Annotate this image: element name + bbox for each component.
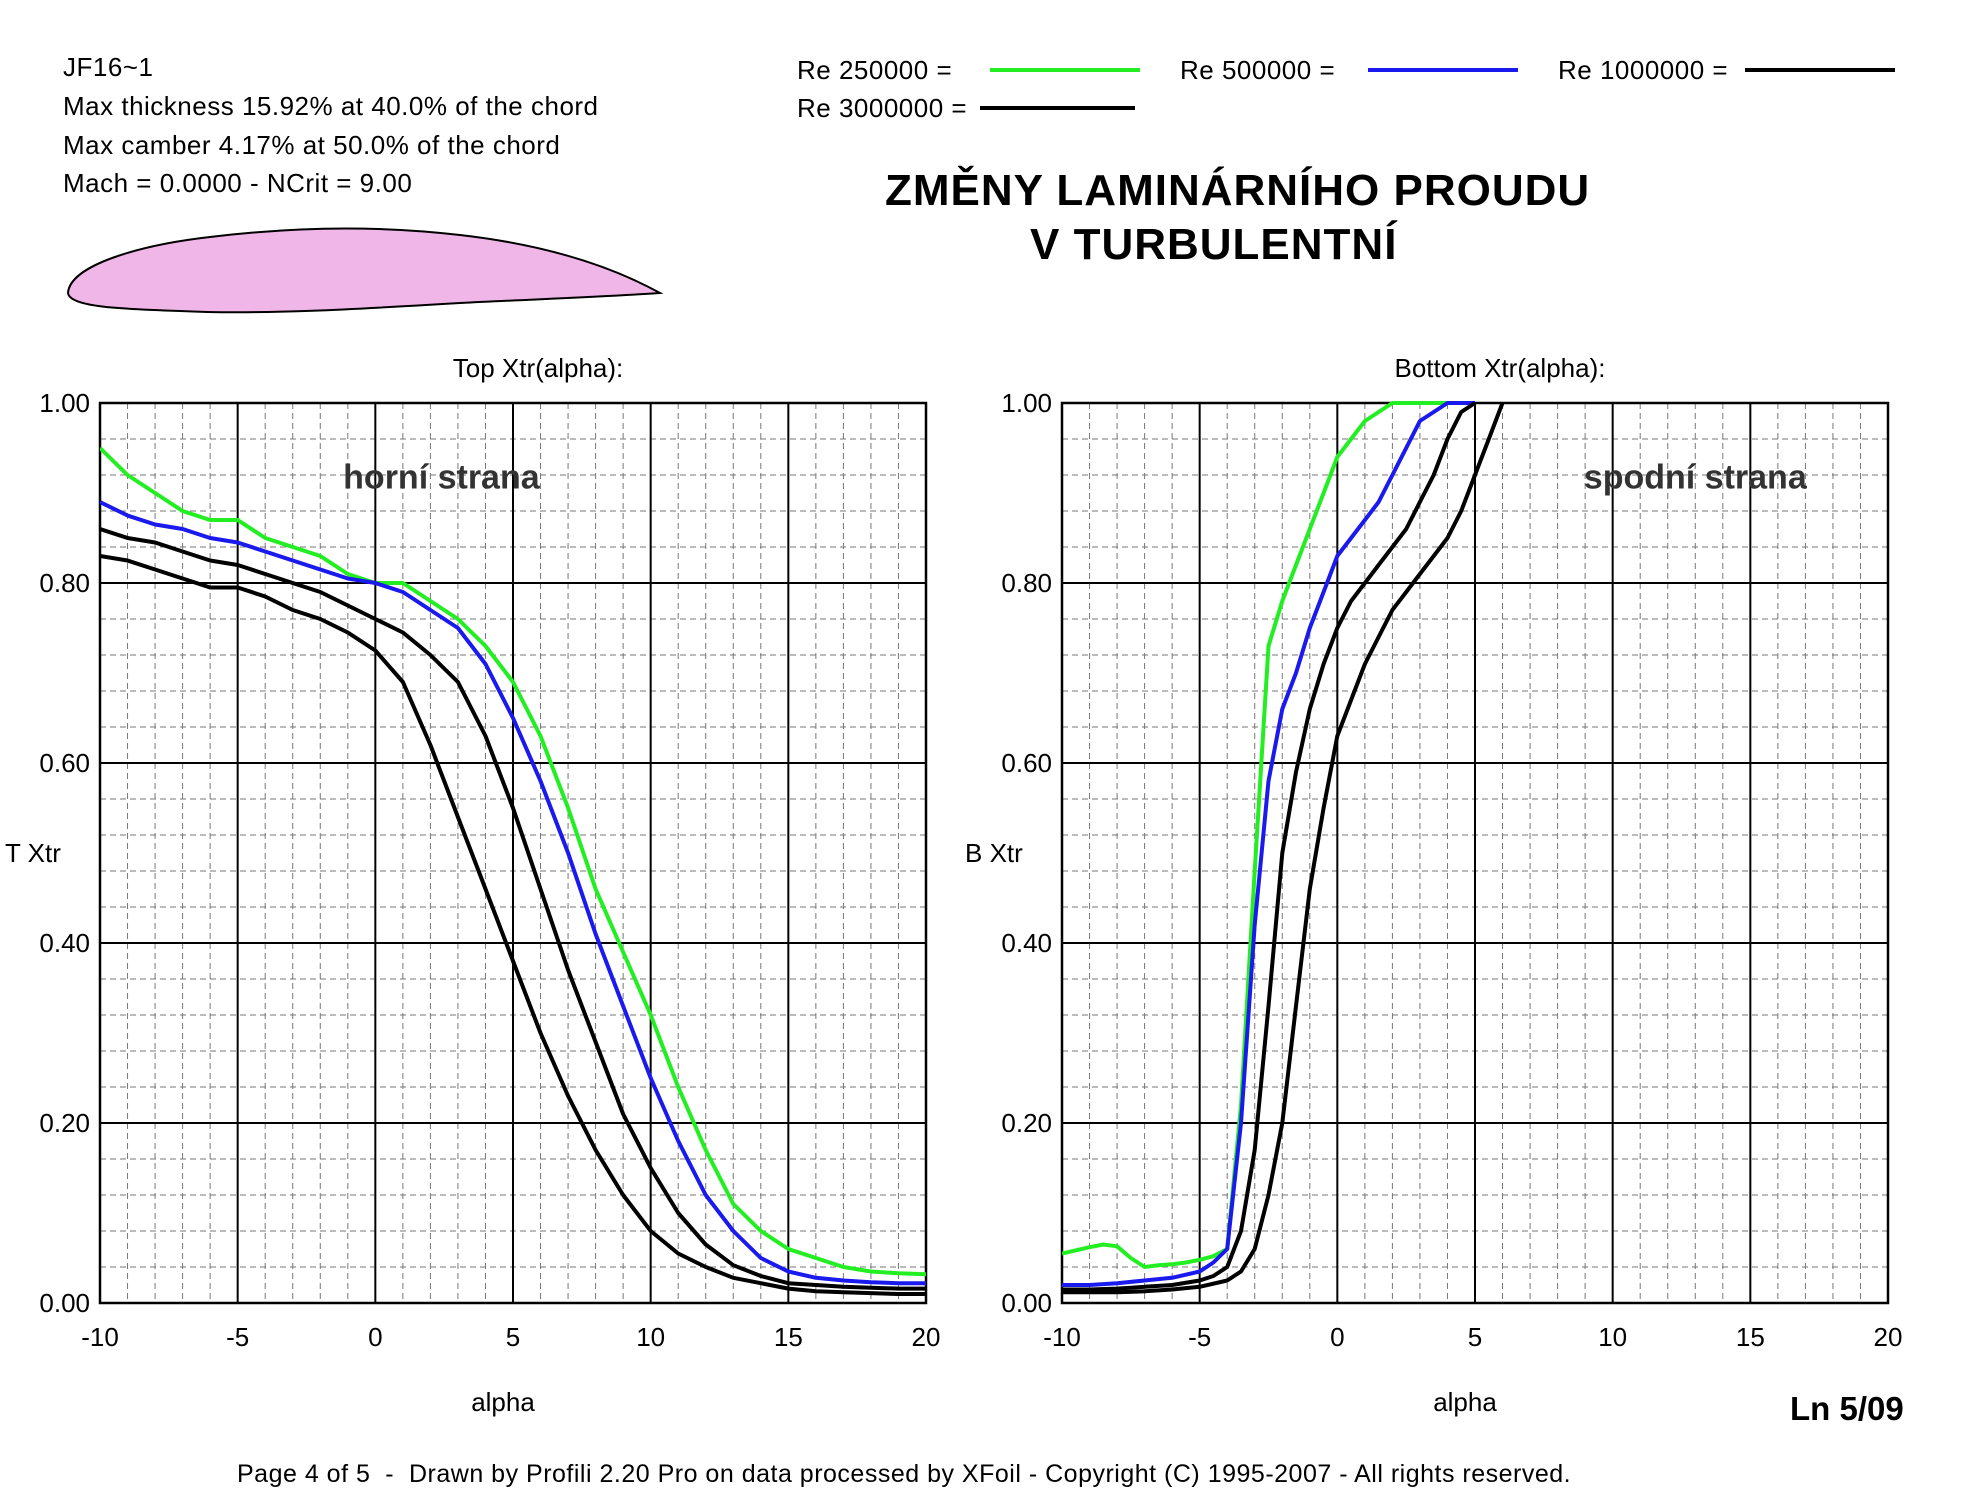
bottom-series-line-re1000000 bbox=[1062, 401, 1477, 1292]
top-y-tick-label: 0.60 bbox=[39, 748, 90, 778]
bottom-x-tick-label: -5 bbox=[1188, 1322, 1211, 1352]
bottom-x-tick-label: 15 bbox=[1736, 1322, 1765, 1352]
top-annotation: horní strana bbox=[343, 459, 541, 497]
bottom-chart-title: Bottom Xtr(alpha): bbox=[1395, 353, 1606, 383]
top-chart-title: Top Xtr(alpha): bbox=[453, 353, 624, 383]
legend-label-re1000000: Re 1000000 = bbox=[1558, 55, 1729, 85]
bottom-x-tick-label: 10 bbox=[1598, 1322, 1627, 1352]
bottom-series-line-re500000 bbox=[1062, 401, 1475, 1287]
top-y-tick-label: 0.80 bbox=[39, 568, 90, 598]
legend-label-re500000: Re 500000 = bbox=[1180, 55, 1336, 85]
top-y-axis-label: T Xtr bbox=[5, 838, 61, 868]
bottom-y-axis-label: B Xtr bbox=[965, 838, 1023, 868]
top-x-tick-label: 0 bbox=[368, 1322, 382, 1352]
top-series-line-re3000000 bbox=[100, 554, 926, 1296]
airfoil-thickness: Max thickness 15.92% at 40.0% of the cho… bbox=[63, 91, 599, 121]
bottom-y-tick-label: 0.60 bbox=[1001, 748, 1052, 778]
airfoil-profile-path bbox=[66, 227, 664, 314]
top-major-grid bbox=[99, 402, 927, 1304]
top-x-tick-label: -10 bbox=[81, 1322, 119, 1352]
top-x-tick-label: 15 bbox=[774, 1322, 803, 1352]
legend-line-re1000000 bbox=[1745, 68, 1895, 72]
bottom-major-grid bbox=[1061, 402, 1889, 1304]
bottom-y-tick-label: 1.00 bbox=[1001, 388, 1052, 418]
legend-line-re250000 bbox=[990, 68, 1140, 72]
page-label: Ln 5/09 bbox=[1790, 1390, 1904, 1427]
top-x-tick-label: 20 bbox=[912, 1322, 941, 1352]
bottom-x-tick-label: 5 bbox=[1468, 1322, 1482, 1352]
airfoil-conditions: Mach = 0.0000 - NCrit = 9.00 bbox=[63, 168, 413, 198]
bottom-y-tick-label: 0.20 bbox=[1001, 1108, 1052, 1138]
airfoil-shape bbox=[66, 227, 664, 314]
top-series-line-re250000 bbox=[100, 446, 926, 1277]
top-series-line-re500000 bbox=[100, 500, 926, 1286]
bottom-series-line-re250000 bbox=[1062, 401, 1475, 1269]
bottom-annotation: spodní strana bbox=[1584, 459, 1808, 497]
airfoil-name: JF16~1 bbox=[63, 52, 154, 82]
top-x-tick-label: 5 bbox=[506, 1322, 520, 1352]
bottom-x-tick-label: 20 bbox=[1874, 1322, 1903, 1352]
legend-label-re3000000: Re 3000000 = bbox=[797, 93, 968, 123]
top-x-tick-label: 10 bbox=[636, 1322, 665, 1352]
top-y-tick-label: 0.40 bbox=[39, 928, 90, 958]
bottom-x-axis-label: alpha bbox=[1433, 1387, 1497, 1417]
main-title-line2: V TURBULENTNÍ bbox=[1030, 220, 1398, 269]
bottom-y-tick-label: 0.80 bbox=[1001, 568, 1052, 598]
airfoil-camber: Max camber 4.17% at 50.0% of the chord bbox=[63, 130, 561, 160]
top-y-tick-label: 1.00 bbox=[39, 388, 90, 418]
bottom-x-tick-label: -10 bbox=[1043, 1322, 1081, 1352]
top-x-axis-label: alpha bbox=[471, 1387, 535, 1417]
legend-label-re250000: Re 250000 = bbox=[797, 55, 953, 85]
legend-line-re500000 bbox=[1368, 68, 1518, 72]
top-plot-frame bbox=[98, 401, 928, 1305]
bottom-xtr-chart: -10 -5 0 5 10 15 20 0.00 0.20 0.40 0.60 0.80 1.00 Bot… bbox=[965, 353, 1903, 1417]
bottom-y-tick-label: 0.00 bbox=[1001, 1288, 1052, 1318]
top-y-tick-label: 0.00 bbox=[39, 1288, 90, 1318]
legend-line-re3000000 bbox=[980, 106, 1135, 110]
top-xtr-chart: -10 -5 0 5 10 15 20 0.00 0.20 0.40 0.60 0.80 1.00 Top… bbox=[5, 353, 941, 1417]
top-x-tick-label: -5 bbox=[226, 1322, 249, 1352]
bottom-y-tick-label: 0.40 bbox=[1001, 928, 1052, 958]
top-y-tick-label: 0.20 bbox=[39, 1108, 90, 1138]
main-title-line1: ZMĚNY LAMINÁRNÍHO PROUDU bbox=[885, 166, 1591, 215]
bottom-x-tick-label: 0 bbox=[1330, 1322, 1344, 1352]
footer-credits: Page 4 of 5 - Drawn by Profili 2.20 Pro … bbox=[237, 1460, 1572, 1488]
top-series-line-re1000000 bbox=[100, 527, 926, 1291]
bottom-series-line-re3000000 bbox=[1062, 402, 1505, 1295]
